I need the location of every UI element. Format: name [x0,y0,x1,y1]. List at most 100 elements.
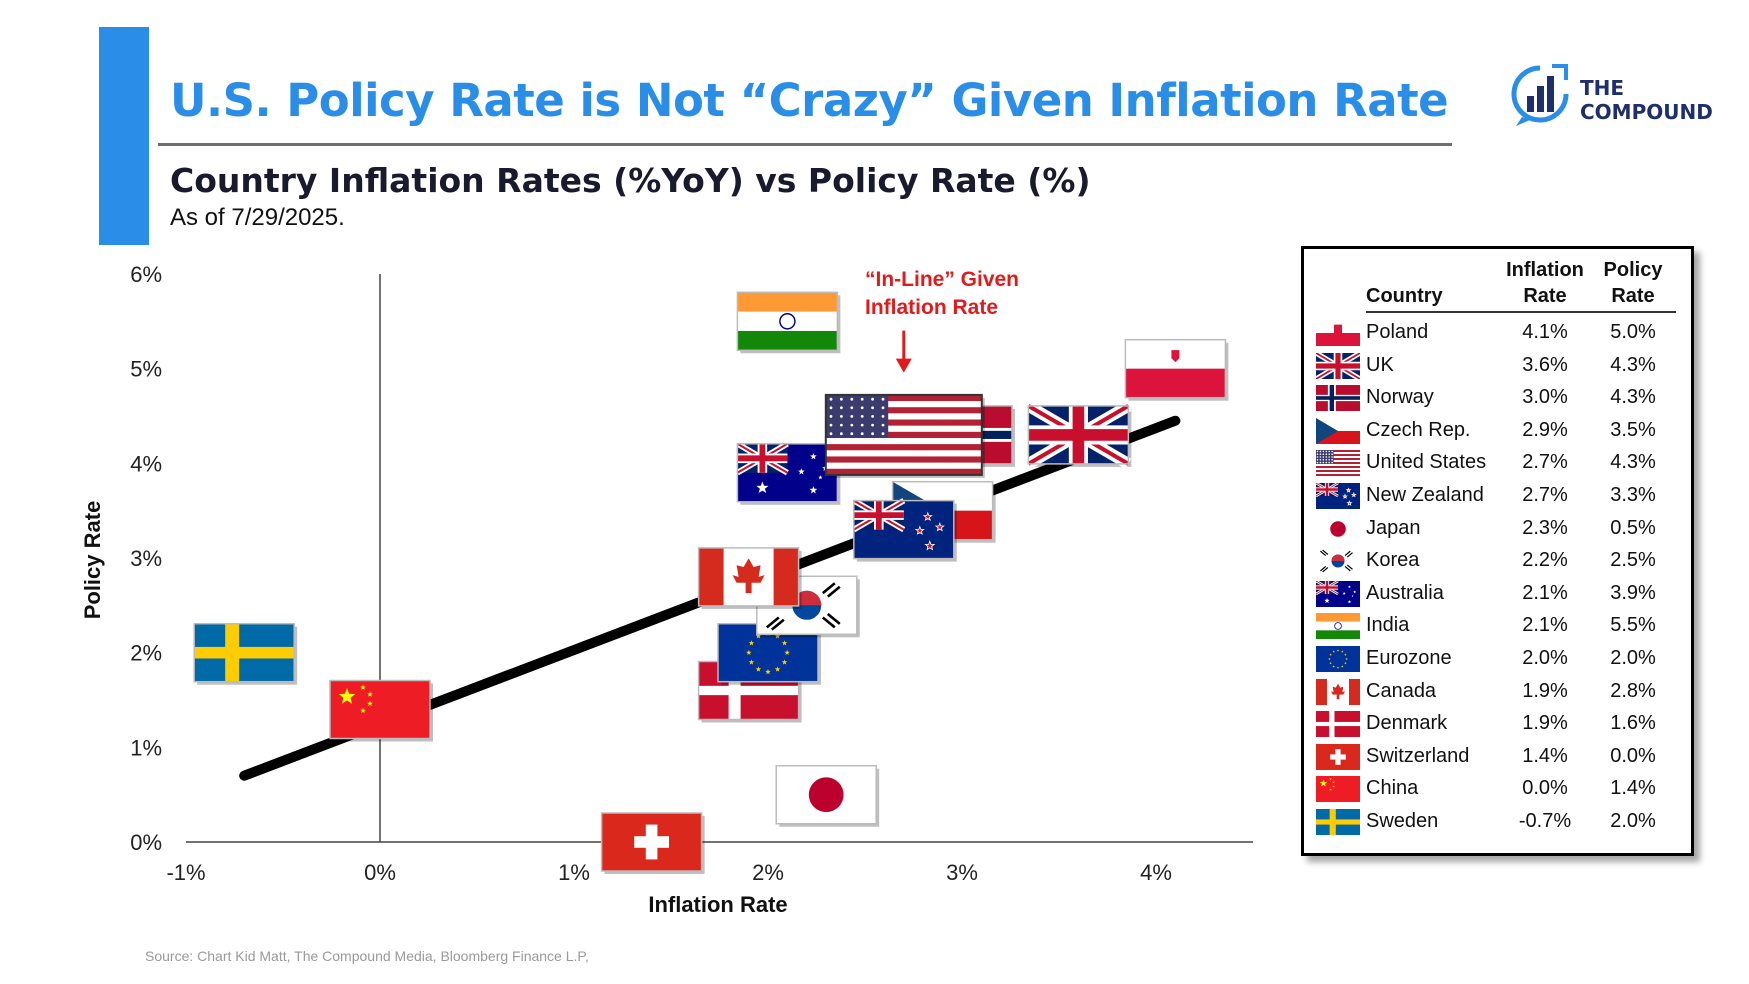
norway-flag-icon [1316,385,1360,412]
inflation-value: 2.9% [1522,418,1568,441]
inflation-value: 2.7% [1522,484,1568,506]
table-row: Denmark 1.9% 1.6% [1304,708,1691,740]
y-tick-label: 0% [130,830,162,855]
new-zealand-flag-icon [1316,483,1360,509]
data-point-canada-flag [697,547,802,609]
policy-value: 2.8% [1610,679,1656,702]
annotation-line-1: “In-Line” Given [865,268,1019,291]
x-tick-label: 3% [946,860,978,885]
table-row: Poland 4.1% 5.0% [1304,317,1691,349]
inflation-value: 1.9% [1522,679,1568,702]
x-tick-label: 0% [364,860,396,885]
header-policy-line-2: Rate [1611,285,1655,307]
policy-value: 1.4% [1610,777,1656,800]
canada-flag-icon [1316,678,1360,705]
country-name: Denmark [1366,712,1448,735]
country-name: Eurozone [1366,647,1452,669]
policy-value: 4.3% [1610,451,1656,474]
policy-value: 5.0% [1610,321,1656,343]
data-point-switzerland-flag [600,812,705,874]
data-point-india-flag [736,291,841,354]
inflation-value: 1.4% [1522,744,1568,767]
country-name: UK [1366,353,1394,376]
inflation-value: -0.7% [1518,810,1572,832]
country-rates-table: Inflation Rate Policy Rate Country Polan… [1301,246,1694,856]
inflation-value: 2.2% [1522,549,1568,572]
table-row: Canada 1.9% 2.8% [1304,676,1691,708]
data-point-denmark-flag [697,660,802,723]
policy-value: 2.0% [1610,647,1656,669]
table-row: New Zealand 2.7% 3.3% [1304,480,1691,512]
policy-value: 1.6% [1610,712,1656,735]
poland-flag-icon [1316,320,1360,346]
x-tick-label: 2% [752,860,784,885]
inflation-value: 2.3% [1522,516,1568,539]
inflation-value: 2.1% [1522,581,1568,604]
policy-value: 3.5% [1610,418,1656,441]
annotation-line-2: Inflation Rate [865,296,998,319]
country-name: Japan [1366,516,1421,539]
country-name: Switzerland [1366,744,1470,767]
inflation-value: 3.0% [1522,386,1568,409]
inflation-value: 3.6% [1522,353,1568,376]
data-point-sweden-flag [193,622,298,685]
y-tick-label: 3% [130,546,162,571]
y-tick-label: 1% [130,735,162,760]
table-row: Sweden -0.7% 2.0% [1304,806,1691,838]
korea-flag-icon [1316,548,1360,575]
table-row: Korea 2.2% 2.5% [1304,545,1691,577]
y-tick-label: 6% [130,262,162,287]
table-header-inflation: Inflation Rate [1500,257,1590,309]
policy-value: 0.5% [1610,516,1656,539]
usa-flag-icon [1316,450,1360,477]
policy-value: 4.3% [1610,353,1656,376]
inflation-value: 4.1% [1522,321,1568,343]
country-name: Australia [1366,581,1444,604]
data-point-new-zealand-flag [852,498,957,562]
data-point-poland-flag [1124,338,1229,401]
title-divider [158,143,1452,146]
table-row: United States 2.7% 4.3% [1304,447,1691,479]
czech-flag-icon [1316,417,1360,444]
inflation-value: 0.0% [1522,777,1568,800]
header-inflation-line-1: Inflation [1506,259,1584,281]
data-point-usa-flag [824,393,985,478]
country-name: Korea [1366,549,1420,572]
country-name: China [1366,777,1419,800]
table-row: UK 3.6% 4.3% [1304,350,1691,382]
bar-chart-circle-icon [1511,64,1569,126]
country-name: New Zealand [1366,484,1484,506]
australia-flag-icon [1316,580,1360,607]
country-name: United States [1366,451,1487,474]
table-row: Norway 3.0% 4.3% [1304,382,1691,414]
country-name: India [1366,614,1410,637]
policy-value: 5.5% [1610,614,1656,637]
denmark-flag-icon [1316,711,1360,738]
data-point-australia-flag [735,441,841,505]
y-tick-label: 5% [130,357,162,382]
logo-line-1: THE [1580,76,1625,100]
table-row: Czech Rep. 2.9% 3.5% [1304,415,1691,447]
header-inflation-line-2: Rate [1523,285,1567,307]
as-of-date: As of 7/29/2025. [170,204,345,231]
policy-value: 4.3% [1610,386,1656,409]
annotation-arrow [895,330,912,373]
y-tick-label: 4% [130,451,162,476]
inflation-value: 2.0% [1522,647,1568,669]
sweden-flag-icon [1316,809,1360,835]
policy-value: 3.9% [1610,581,1656,604]
policy-value: 2.0% [1610,810,1656,832]
page-title: U.S. Policy Rate is Not “Crazy” Given In… [170,74,1449,127]
table-row: Japan 2.3% 0.5% [1304,513,1691,545]
x-tick-label: 4% [1140,860,1172,885]
inflation-value: 2.7% [1522,451,1568,474]
table-row: Australia 2.1% 3.9% [1304,578,1691,610]
x-tick-label: 1% [558,860,590,885]
country-name: Poland [1366,321,1429,343]
country-name: Czech Rep. [1366,418,1471,441]
policy-value: 0.0% [1610,744,1656,767]
country-name: Canada [1366,679,1437,702]
title-accent-bar [99,27,149,245]
policy-value: 3.3% [1610,484,1656,506]
